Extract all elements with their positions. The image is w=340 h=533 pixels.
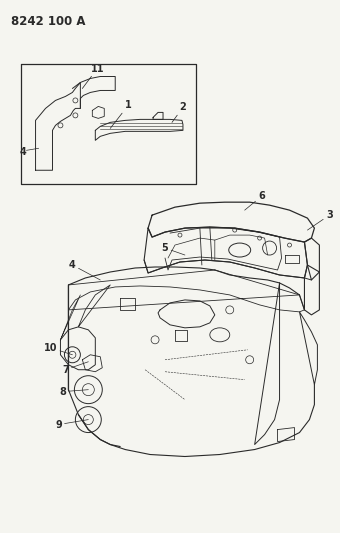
- Text: 4: 4: [19, 147, 26, 157]
- Text: 6: 6: [245, 191, 265, 210]
- Text: 9: 9: [55, 419, 88, 430]
- Text: 2: 2: [172, 102, 186, 123]
- Text: 3: 3: [307, 210, 333, 230]
- Text: 8: 8: [59, 386, 88, 397]
- Text: 1: 1: [110, 100, 132, 128]
- Text: 8242 100 A: 8242 100 A: [11, 15, 85, 28]
- Text: 10: 10: [44, 343, 72, 355]
- Text: 4: 4: [69, 260, 100, 280]
- Text: 5: 5: [162, 243, 185, 255]
- Text: 11: 11: [82, 63, 104, 88]
- Text: 7: 7: [62, 362, 88, 375]
